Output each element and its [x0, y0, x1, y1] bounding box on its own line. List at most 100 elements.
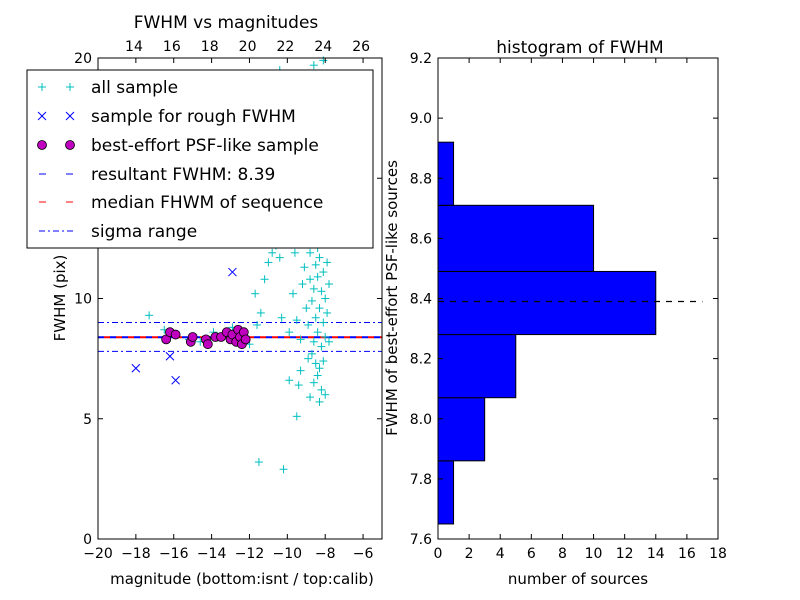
legend-entry-median-fwhm: median FHWM of sequence — [91, 193, 323, 213]
histogram-ylabel: FWHM of best-effort PSF-like sources — [383, 160, 401, 436]
series-0-point-47 — [315, 253, 324, 262]
series-0-point-77 — [309, 61, 318, 70]
series-1-point-2-b — [171, 375, 180, 385]
histogram-xtick-label: 18 — [709, 546, 727, 562]
scatter-xtick-label: −10 — [273, 546, 303, 562]
series-0-point-43 — [313, 328, 322, 337]
histogram-xtick-label: 14 — [647, 546, 665, 562]
series-0-point-41 — [311, 313, 320, 322]
series-1-point-3-b — [228, 267, 237, 277]
series-2-point-17 — [240, 334, 251, 345]
histogram-marks — [437, 141, 703, 525]
series-0-point-72 — [306, 393, 315, 402]
histogram-xtick-label: 6 — [527, 546, 536, 562]
scatter-ytick-label: 5 — [83, 412, 92, 428]
scatter-marks — [98, 56, 382, 474]
legend-box — [26, 69, 374, 249]
legend-swatch-x-b — [65, 111, 75, 121]
histogram-ytick-label: 7.8 — [410, 472, 432, 488]
series-0-point-20 — [277, 313, 286, 322]
scatter-title: FWHM vs magnitudes — [134, 13, 319, 33]
histogram-ytick-label: 8.8 — [410, 171, 432, 187]
legend-swatch-dot-b — [65, 140, 75, 150]
scatter-xtick-label: −16 — [159, 546, 189, 562]
scatter-top-xtick-label: 18 — [201, 39, 219, 55]
series-0-point-49 — [317, 287, 326, 296]
series-2-point-2 — [170, 329, 181, 340]
series-0-point-30 — [302, 304, 311, 313]
histogram-bar-4 — [437, 204, 595, 272]
histogram-xlabel: number of sources — [508, 570, 648, 588]
legend-swatch-dot-a — [37, 140, 47, 150]
series-0-point-58 — [324, 337, 333, 346]
series-0-point-35 — [307, 296, 316, 305]
scatter-ytick-label: 20 — [74, 51, 92, 67]
series-0-point-34 — [306, 248, 315, 257]
histogram-ytick-label: 9.0 — [410, 111, 432, 127]
histogram-ytick-label: 8.6 — [410, 231, 432, 247]
series-0-point-74 — [292, 412, 301, 421]
series-0-point-65 — [296, 366, 305, 375]
series-0-point-51 — [319, 318, 328, 327]
scatter-xlabel: magnitude (bottom:isnt / top:calib) — [110, 570, 374, 588]
series-0-point-53 — [321, 332, 330, 341]
series-2-point-6 — [202, 339, 213, 350]
series-0-point-57 — [323, 258, 332, 267]
histogram-ytick-label: 8.0 — [410, 412, 432, 428]
histogram-ytick-label: 9.2 — [410, 51, 432, 67]
histogram-ticks: 0 2 4 6 8 10 12 14 16 18 7.6 7.8 8.0 8.2 8.4 8.6 8.8 9.0 9… — [410, 51, 727, 562]
scatter-xtick-label: −12 — [235, 546, 265, 562]
histogram-ytick-label: 8.4 — [410, 292, 432, 308]
series-0-point-73 — [315, 397, 324, 406]
series-0-point-10 — [253, 320, 262, 329]
series-0-point-40 — [311, 260, 320, 269]
histogram-xtick-label: 8 — [558, 546, 567, 562]
histogram-xtick-label: 12 — [616, 546, 634, 562]
legend-entry-all-sample: all sample — [91, 78, 178, 98]
scatter-top-xtick-label: 24 — [314, 39, 332, 55]
scatter-top-xtick-label: 20 — [239, 39, 257, 55]
series-0-point-28 — [300, 263, 309, 272]
series-0-point-13 — [260, 275, 269, 284]
series-0-point-66 — [313, 371, 322, 380]
series-0-point-59 — [324, 280, 333, 289]
scatter-top-xtick-label: 16 — [163, 39, 181, 55]
legend-entry-rough-fwhm: sample for rough FWHM — [91, 107, 296, 127]
series-0-point-14 — [264, 258, 273, 267]
series-0-point-39 — [309, 284, 318, 293]
histogram-xtick-label: 10 — [585, 546, 603, 562]
series-1-point-0-b — [131, 363, 141, 373]
scatter-panel: FWHM vs magnitudes −20 −18 −16 −14 −12 −10 −8 −… — [26, 13, 383, 588]
series-0-point-17 — [275, 253, 284, 262]
series-1-point-3 — [228, 267, 237, 277]
series-0-point-27 — [298, 280, 307, 289]
legend-swatch-x-a — [37, 111, 47, 121]
legend-entry-psf-like: best-effort PSF-like sample — [91, 136, 319, 156]
series-0-point-22 — [289, 289, 298, 298]
scatter-top-xtick-label: 26 — [352, 39, 370, 55]
legend-entry-sigma-range: sigma range — [91, 222, 197, 242]
series-0-point-44 — [313, 272, 322, 281]
series-0-point-46 — [315, 304, 324, 313]
histogram-bar-3 — [437, 270, 657, 336]
legend-swatch-x-a-b — [37, 111, 47, 121]
histogram-xtick-label: 16 — [678, 546, 696, 562]
series-0-point-11 — [256, 308, 265, 317]
histogram-bar-1 — [437, 397, 486, 462]
series-0-point-26 — [296, 335, 305, 344]
scatter-ytick-label: 10 — [74, 292, 92, 308]
scatter-xtick-label: −6 — [353, 546, 374, 562]
histogram-panel: histogram of FWHM 0 2 4 6 8 10 12 14 16 18 7.6 7.8 8… — [383, 38, 727, 588]
series-0-point-60 — [307, 349, 316, 358]
series-0-point-52 — [319, 268, 328, 277]
series-0-point-54 — [321, 294, 330, 303]
series-0-point-68 — [317, 385, 326, 394]
scatter-top-xtick-label: 14 — [125, 39, 143, 55]
series-0-point-63 — [304, 354, 313, 363]
series-2-point-4 — [187, 332, 198, 342]
scatter-xtick-label: −14 — [197, 546, 227, 562]
histogram-bar-5 — [437, 141, 455, 206]
series-0-point-76 — [279, 465, 288, 474]
histogram-xtick-label: 0 — [434, 546, 443, 562]
series-1-point-2 — [171, 375, 180, 385]
